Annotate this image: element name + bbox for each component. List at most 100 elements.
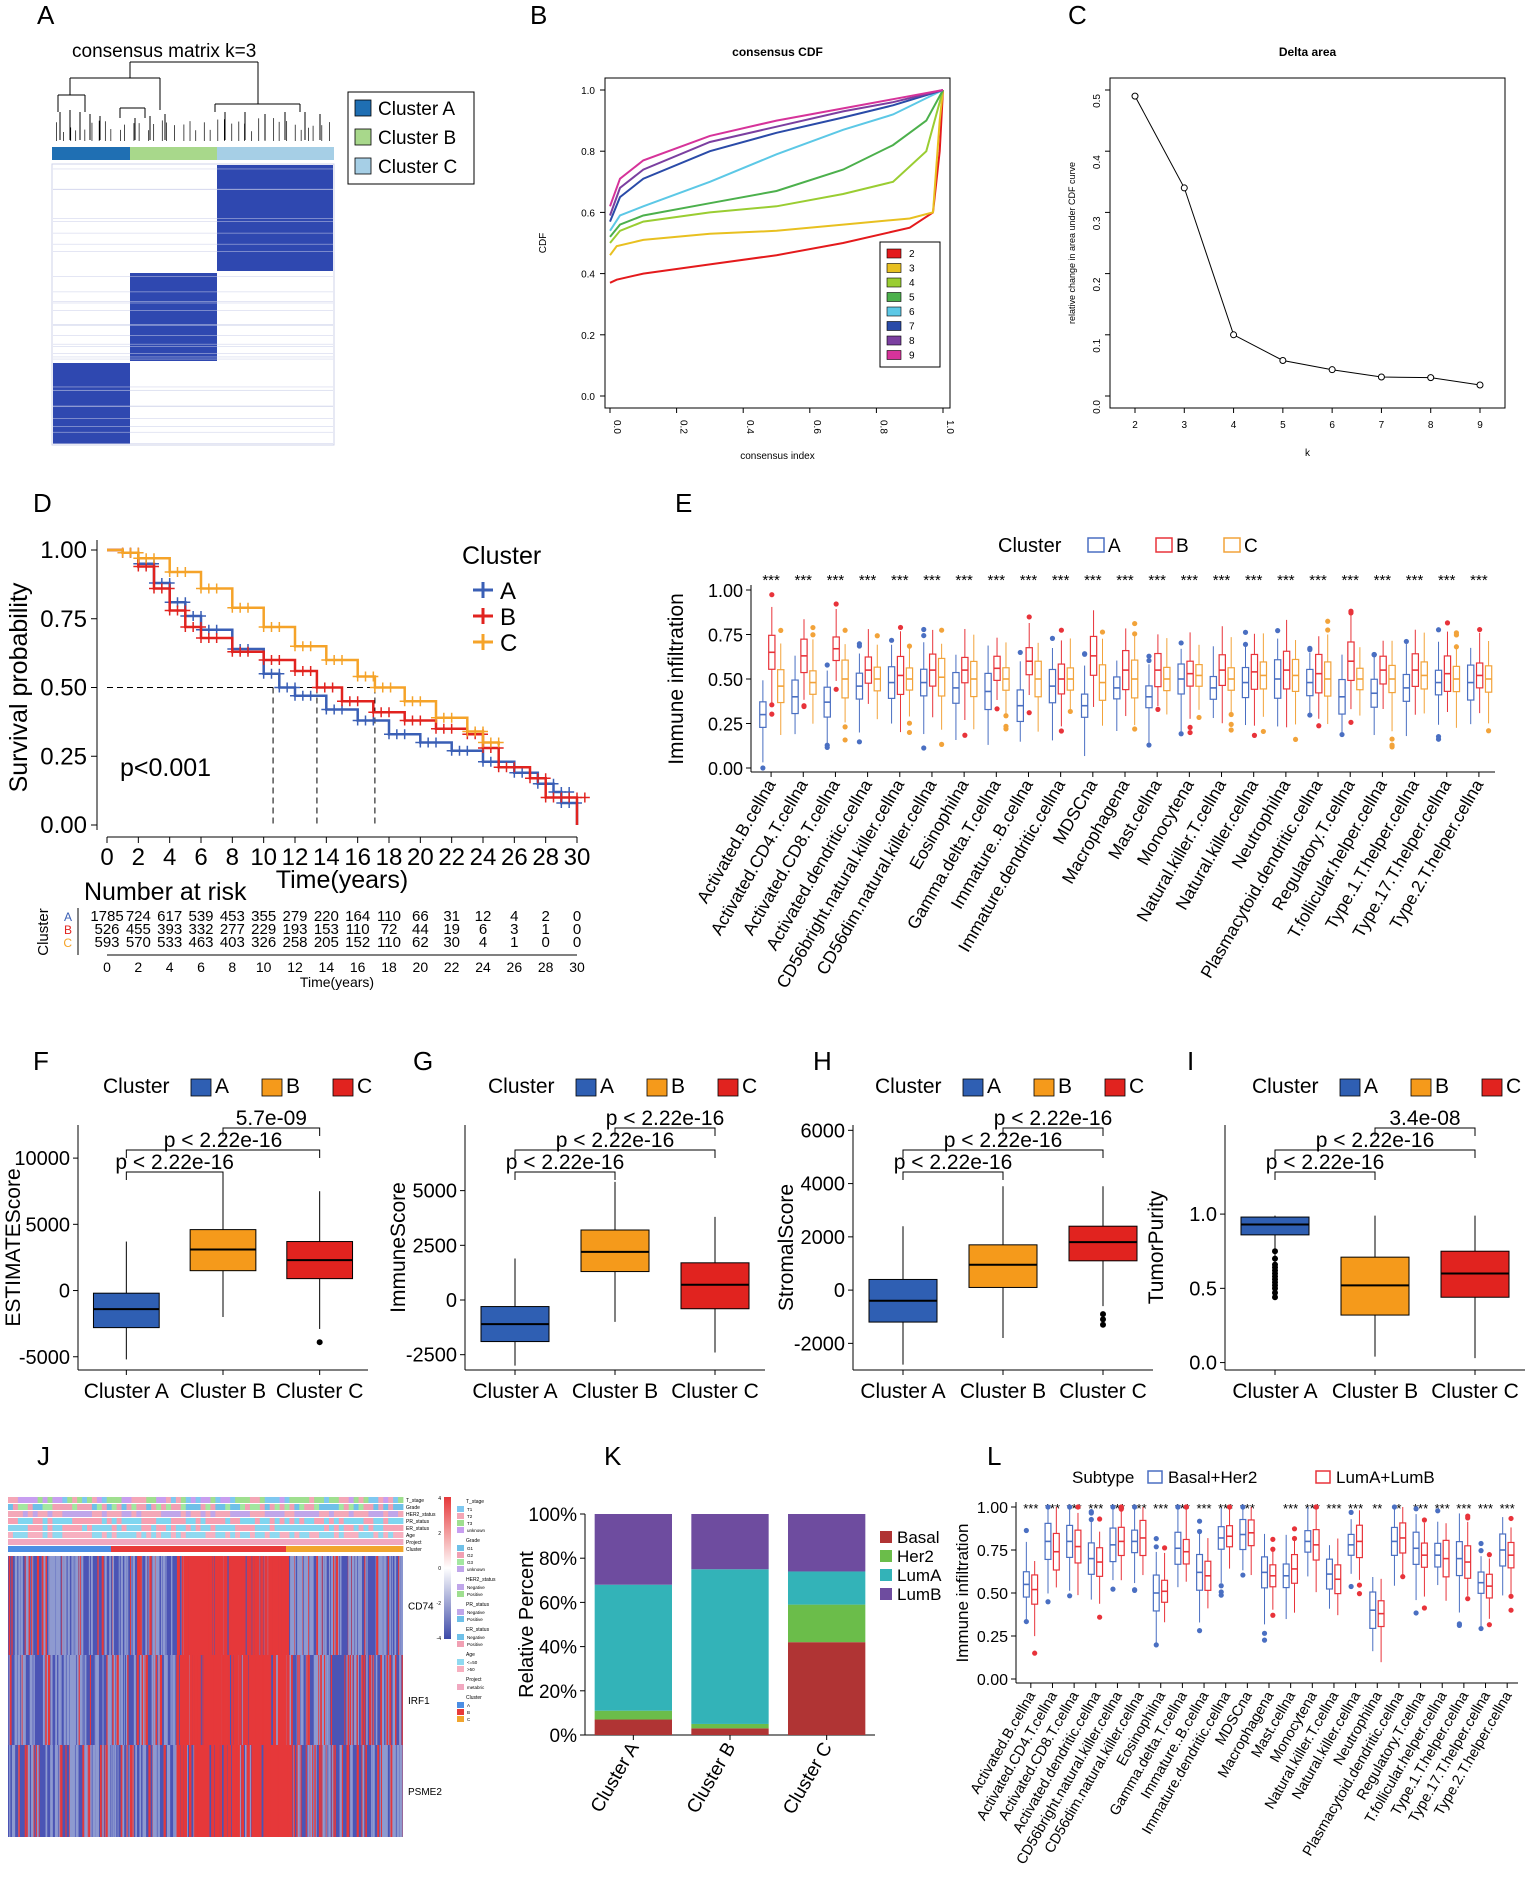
annotation-cell (363, 1504, 369, 1510)
k-bar-LumA-1 (691, 1569, 769, 1724)
e-outlier (1292, 736, 1299, 743)
heatmap-stripe (293, 1556, 296, 1655)
heatmap-stripe (296, 1745, 298, 1837)
cdf-xtick-label: 0.6 (811, 420, 822, 434)
heatmap-stripe (92, 1745, 94, 1837)
annotation-cell (240, 1511, 246, 1517)
annotation-cell (131, 1497, 137, 1503)
annotation-cell (328, 1525, 335, 1531)
heatmap-stripe (354, 1655, 357, 1745)
risk-value: 258 (282, 934, 307, 951)
annotation-cell (309, 1525, 315, 1531)
heatmap-stripe (401, 1655, 403, 1745)
heatmap-stripe (58, 1556, 60, 1655)
heatmap-stripe-red (192, 1655, 195, 1745)
annotation-row-label: Age (406, 1533, 415, 1539)
heatmap-stripe (131, 1556, 133, 1655)
annotation-cell (225, 1504, 231, 1510)
annotation-cell (121, 1511, 127, 1517)
heatmap-stripe (58, 1745, 61, 1837)
heatmap-stripe (332, 1556, 335, 1655)
heatmap-stripe (334, 1556, 336, 1655)
annotation-cell (274, 1504, 280, 1510)
f-ytick-label: 5000 (26, 1214, 71, 1236)
annotation-cell (279, 1518, 285, 1524)
annotation-cell (141, 1511, 147, 1517)
h-category-label: Cluster C (1059, 1380, 1147, 1403)
annotation-cell (205, 1497, 211, 1503)
heatmap-stripe (371, 1745, 373, 1837)
annotation-cell (343, 1539, 350, 1545)
heatmap-stripe-red (280, 1655, 284, 1745)
k-bar-Basal-1 (691, 1728, 769, 1735)
l-outlier (1118, 1504, 1124, 1510)
annotation-cell (358, 1518, 364, 1524)
annotation-cell (378, 1525, 384, 1531)
annotation-cell (185, 1525, 192, 1531)
annotation-cell (22, 1518, 29, 1524)
cdf-line-k3 (609, 89, 944, 256)
e-outlier (1026, 710, 1032, 716)
annotation-cell (200, 1497, 206, 1503)
l-ytick-label: 1.00 (977, 1500, 1008, 1517)
annotation-cell (82, 1518, 88, 1524)
annotation-cell (185, 1532, 192, 1538)
annotation-cell (240, 1539, 246, 1545)
km-xtick-label: 4 (163, 844, 176, 871)
heatmap-gene-label-CD74: CD74 (408, 1602, 434, 1613)
heatmap-stripe (59, 1655, 61, 1745)
l-outlier (1348, 1509, 1354, 1515)
annotation-cell (240, 1497, 246, 1503)
l-outlier (1508, 1593, 1514, 1599)
heatmap-stripe (26, 1556, 29, 1655)
annotation-cell (67, 1518, 73, 1524)
i-outlier (1272, 1294, 1278, 1301)
e-outlier (1082, 651, 1088, 657)
annotation-cell (22, 1504, 29, 1510)
heatmap-stripe (319, 1655, 321, 1745)
heatmap-stripe-red (237, 1745, 240, 1837)
heatmap-stripe (29, 1655, 33, 1745)
legend-group-swatch (457, 1584, 464, 1590)
annotation-cell (279, 1497, 285, 1503)
cdf-line-k9 (609, 89, 944, 207)
heatmap-stripe (102, 1655, 104, 1745)
e-outlier (824, 744, 830, 751)
i-legend-title: Cluster (1252, 1075, 1319, 1098)
annotation-cell (309, 1504, 315, 1510)
annotation-cell (195, 1532, 201, 1538)
e-outlier (810, 632, 816, 638)
risk-value: 110 (377, 934, 401, 951)
annotation-cell (210, 1511, 216, 1517)
heatmap-stripe-red (238, 1655, 242, 1745)
heatmap-stripe (81, 1556, 84, 1655)
delta-xtick-label: 5 (1280, 420, 1286, 431)
h-legend-label-C: C (1129, 1075, 1144, 1098)
heatmap-stripe (71, 1556, 73, 1655)
heatmap-stripe (152, 1745, 156, 1837)
annotation-cell (225, 1539, 231, 1545)
annotation-cell (151, 1497, 157, 1503)
annotation-cell (230, 1504, 236, 1510)
legend-group-title: T_stage (466, 1499, 484, 1505)
e-outlier (1146, 742, 1152, 748)
heatmap-stripe (144, 1655, 146, 1745)
k-ytick-label: 60% (539, 1593, 577, 1614)
heatmap-stripe (120, 1556, 123, 1655)
i-category-label: Cluster B (1332, 1380, 1418, 1403)
heatmap-stripe (328, 1655, 330, 1745)
heatmap-stripe (362, 1655, 364, 1745)
cdf-ytick-label: 1.0 (581, 86, 595, 97)
annotation-cell (235, 1497, 241, 1503)
heatmap-stripe (50, 1745, 53, 1837)
heatmap-stripe (62, 1556, 64, 1655)
heatmap-stripe (152, 1556, 155, 1655)
legend-group-item: unknown (467, 1528, 486, 1533)
annotation-cell (136, 1525, 142, 1531)
annotation-cell (304, 1504, 310, 1510)
annotation-cell (126, 1511, 132, 1517)
e-ytick-label: 0.50 (708, 670, 743, 690)
annotation-cell (121, 1518, 127, 1524)
heatmap-stripe-red (228, 1556, 231, 1655)
